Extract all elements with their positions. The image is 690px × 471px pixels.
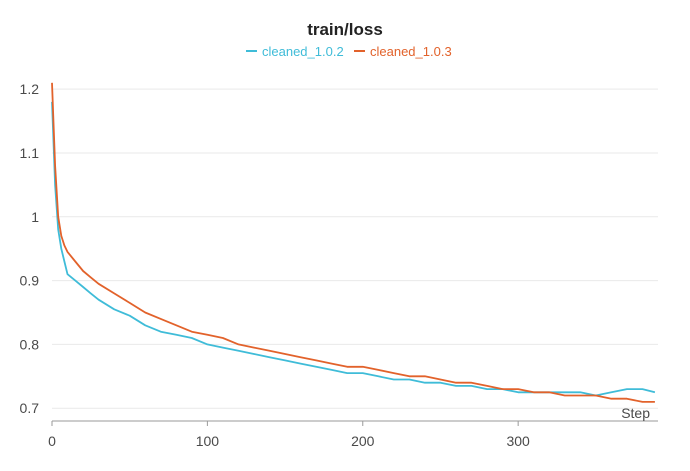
y-tick-label-1: 1 xyxy=(31,209,39,225)
legend-label-cleaned-1-0-3: cleaned_1.0.3 xyxy=(370,44,452,59)
x-tick-label-0: 0 xyxy=(48,433,56,449)
plot-area xyxy=(51,82,656,403)
x-tick-label-100: 100 xyxy=(196,433,220,449)
x-axis-ticks: 0 100 200 300 xyxy=(48,421,530,449)
series-line-cleaned-1-0-3[interactable] xyxy=(51,82,655,403)
x-tick-label-300: 300 xyxy=(506,433,530,449)
legend-item-cleaned-1-0-2[interactable]: cleaned_1.0.2 xyxy=(246,44,344,59)
y-tick-label-0-8: 0.8 xyxy=(20,336,40,352)
x-tick-label-200: 200 xyxy=(351,433,375,449)
series-line-cleaned-1-0-2[interactable] xyxy=(51,101,656,397)
legend-item-cleaned-1-0-3[interactable]: cleaned_1.0.3 xyxy=(354,44,452,59)
x-axis-label: Step xyxy=(621,405,650,421)
y-tick-label-0-7: 0.7 xyxy=(20,400,40,416)
legend-label-cleaned-1-0-2: cleaned_1.0.2 xyxy=(262,44,344,59)
y-tick-label-1-1: 1.1 xyxy=(20,145,40,161)
y-tick-label-0-9: 0.9 xyxy=(20,273,40,289)
y-tick-label-1-2: 1.2 xyxy=(20,81,40,97)
chart-title: train/loss xyxy=(307,20,383,39)
y-axis-ticks: 0.7 0.8 0.9 1 1.1 1.2 xyxy=(20,81,40,416)
legend: cleaned_1.0.2 cleaned_1.0.3 xyxy=(246,44,452,59)
gridlines xyxy=(52,88,658,409)
